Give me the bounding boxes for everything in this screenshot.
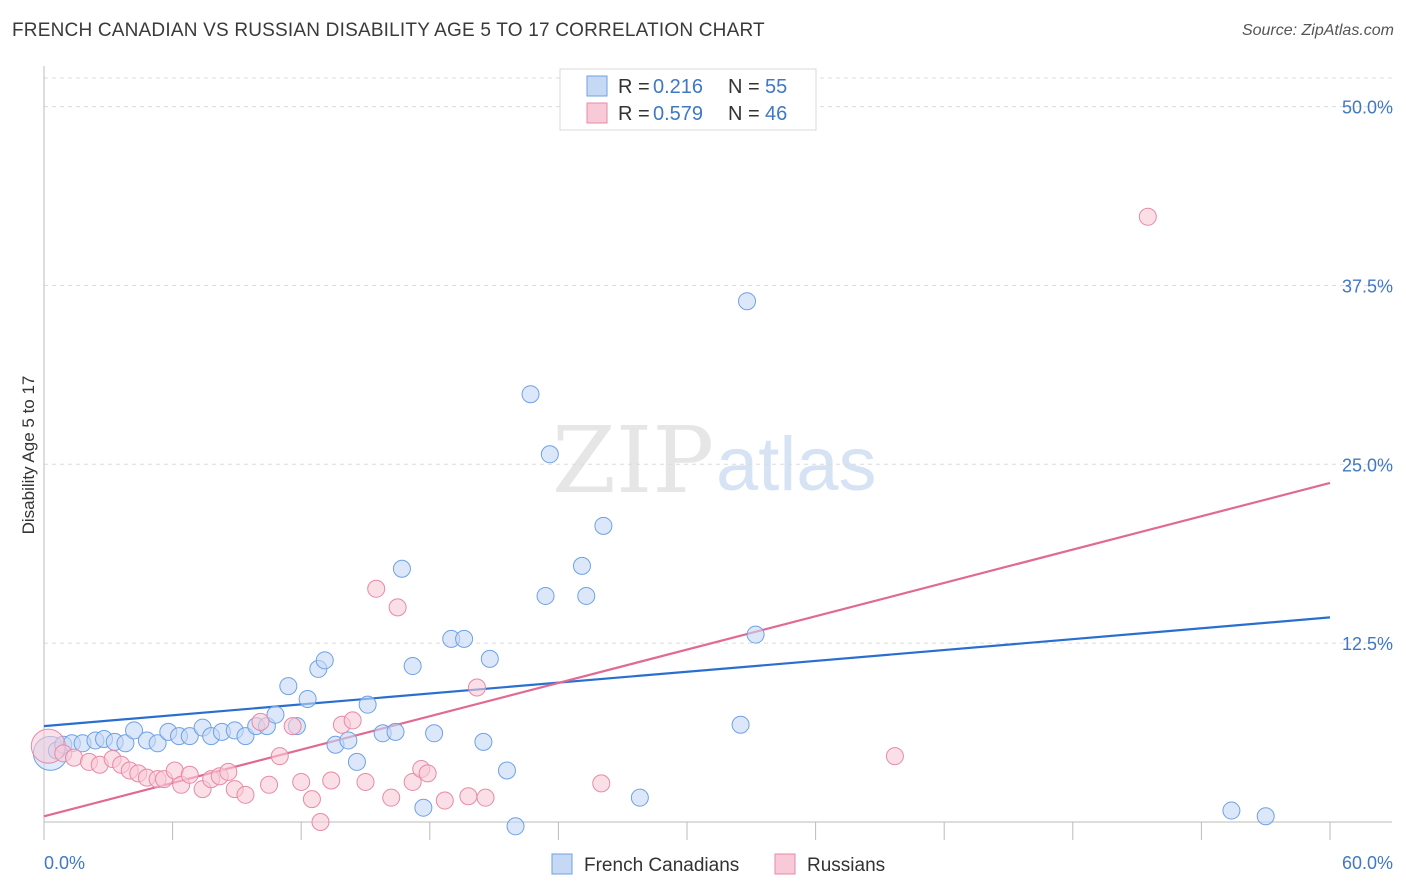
french-canadian-point-9: [125, 721, 144, 740]
russian-point-25: [292, 772, 311, 791]
y-axis-title: Disability Age 5 to 17: [19, 376, 38, 535]
russian-point-18: [219, 762, 238, 781]
y-tick-label-2: 37.5%: [1342, 276, 1393, 296]
french-canadian-point-53: [746, 625, 765, 644]
russian-point-30: [343, 711, 362, 730]
trend-line-french-canadians: [43, 616, 1331, 728]
y-tick-label-1: 25.0%: [1342, 455, 1393, 475]
french-canadian-point-54: [1222, 801, 1241, 820]
french-canadian-point-25: [298, 689, 317, 708]
bottom-legend: French Canadians Russians: [551, 853, 885, 876]
russian-point-14: [180, 765, 199, 784]
legend-r-label-french-canadians: R =: [618, 76, 650, 98]
x-tick-label-max: 60.0%: [1342, 853, 1393, 873]
russian-point-23: [270, 747, 289, 766]
russian-point-41: [476, 788, 495, 807]
legend-r-label-russians: R =: [618, 103, 650, 125]
chart-source: Source: ZipAtlas.com: [1241, 22, 1394, 39]
watermark: ZIP atlas: [552, 407, 877, 514]
watermark-zip: ZIP: [552, 407, 714, 514]
legend-r-value-russians: 0.579: [653, 103, 703, 125]
french-canadian-point-37: [425, 724, 444, 743]
data-points: [30, 207, 1275, 836]
french-canadian-point-51: [731, 715, 750, 734]
trend-line-russians: [43, 481, 1331, 818]
french-canadian-point-41: [480, 649, 499, 668]
russian-point-33: [382, 788, 401, 807]
russian-point-44: [1138, 207, 1157, 226]
russian-point-22: [260, 775, 279, 794]
bottom-legend-swatch-french-canadians: [551, 853, 573, 875]
french-canadian-point-35: [403, 657, 422, 676]
french-canadian-point-55: [1256, 807, 1275, 826]
french-canadian-point-40: [474, 732, 493, 751]
french-canadian-point-31: [358, 695, 377, 714]
legend-swatch-russians: [586, 102, 608, 124]
russian-point-20: [236, 785, 255, 804]
y-tick-label-0: 12.5%: [1342, 634, 1393, 654]
russian-point-27: [311, 813, 330, 831]
bottom-legend-label-french-canadians: French Canadians: [584, 855, 739, 876]
legend-n-value-french-canadians: 55: [765, 76, 787, 98]
french-canadian-point-45: [536, 586, 555, 605]
french-canadian-point-46: [540, 445, 559, 464]
legend-r-value-french-canadians: 0.216: [653, 76, 703, 98]
y-tick-label-3: 50.0%: [1342, 98, 1393, 118]
russian-point-31: [356, 772, 375, 791]
russian-point-32: [367, 579, 386, 598]
french-canadian-point-39: [455, 629, 474, 648]
french-canadian-point-30: [347, 752, 366, 771]
legend-swatch-french-canadians: [586, 75, 608, 97]
russian-point-37: [418, 764, 437, 783]
bottom-legend-swatch-russians: [774, 853, 796, 875]
russian-point-28: [322, 771, 341, 790]
french-canadian-point-48: [577, 586, 596, 605]
french-canadian-point-27: [315, 651, 334, 670]
russian-point-21: [251, 712, 270, 731]
french-canadian-point-47: [572, 556, 591, 575]
french-canadian-point-33: [386, 722, 405, 741]
russian-point-42: [592, 774, 611, 793]
french-canadian-point-34: [392, 559, 411, 578]
russian-point-38: [435, 791, 454, 810]
legend-n-label-french-canadians: N =: [728, 76, 760, 98]
russian-point-2: [65, 748, 84, 767]
legend-n-label-russians: N =: [728, 103, 760, 125]
french-canadian-point-44: [521, 385, 540, 404]
legend-n-value-russians: 46: [765, 103, 787, 125]
russian-point-43: [885, 747, 904, 766]
french-canadian-point-14: [180, 727, 199, 746]
french-canadian-point-22: [266, 705, 285, 724]
legend: R = 0.216 N = 55 R = 0.579 N = 46: [559, 68, 817, 131]
trend-lines: [43, 481, 1331, 818]
axis-labels: 12.5% 25.0% 37.5% 50.0% 0.0% 60.0% Disability …: [19, 98, 1393, 873]
french-canadian-point-29: [339, 731, 358, 750]
chart-title: FRENCH CANADIAN VS RUSSIAN DISABILITY AG…: [12, 20, 765, 41]
french-canadian-point-52: [738, 292, 757, 311]
french-canadian-point-49: [594, 516, 613, 535]
russian-point-26: [302, 790, 321, 809]
bottom-legend-label-russians: Russians: [807, 855, 885, 876]
french-canadian-point-50: [630, 788, 649, 807]
french-canadian-point-8: [116, 734, 135, 753]
russian-point-24: [283, 717, 302, 736]
axes: [43, 66, 1392, 840]
french-canadian-point-11: [148, 734, 167, 753]
gridlines: [44, 77, 1392, 644]
x-tick-label-min: 0.0%: [44, 853, 85, 873]
french-canadian-point-23: [279, 677, 298, 696]
french-canadian-point-36: [414, 798, 433, 817]
french-canadian-point-43: [506, 817, 525, 836]
russian-point-39: [459, 787, 478, 806]
russian-point-40: [467, 678, 486, 697]
french-canadian-point-42: [497, 761, 516, 780]
russian-point-34: [388, 598, 407, 617]
russian-point-35: [403, 772, 422, 791]
